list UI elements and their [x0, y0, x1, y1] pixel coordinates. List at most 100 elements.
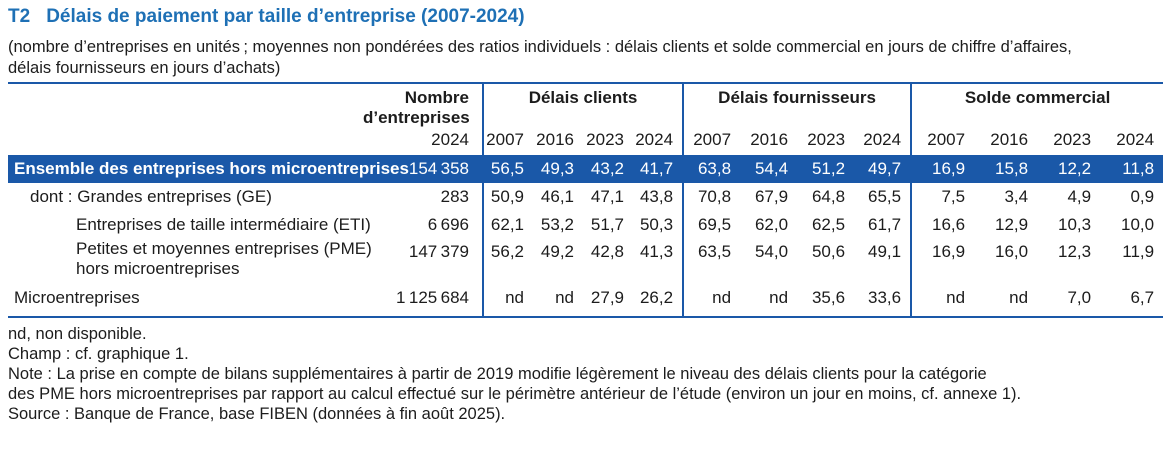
- cell-value: 70,8: [682, 183, 741, 211]
- footnote-champ: Champ : cf. graphique 1.: [8, 345, 189, 364]
- cell-value: 64,8: [811, 186, 846, 206]
- cell-nombre: 283: [440, 186, 469, 206]
- cell-value: nd: [1009, 288, 1029, 308]
- year-header: 2023: [807, 129, 846, 149]
- cell-value: 51,2: [797, 155, 855, 183]
- cell-value: 49,1: [867, 242, 902, 261]
- footnote-nd: nd, non disponible.: [8, 325, 147, 344]
- cell-value: 7,0: [1067, 288, 1092, 308]
- cell-value: 63,5: [682, 239, 741, 280]
- cell-value: 56,2: [482, 239, 533, 280]
- year-header-nombre: 2024: [431, 129, 469, 149]
- year-header: 2024: [863, 129, 902, 149]
- cell-value: 49,3: [533, 155, 583, 183]
- col-group-delais-clients: Délais clients: [481, 83, 684, 129]
- cell-value: 12,2: [1037, 155, 1101, 183]
- cell-value: 46,1: [540, 186, 574, 206]
- table-row-grandes-entreprises: dont : Grandes entreprises (GE) 283 50,9…: [8, 183, 1163, 211]
- cell-nombre: 147 379: [408, 242, 469, 261]
- cell-value: 65,5: [867, 186, 902, 206]
- cell-value: 43,8: [639, 186, 674, 206]
- cell-value: 62,0: [754, 214, 789, 234]
- cell-value: 16,6: [910, 211, 975, 239]
- year-header: 2016: [990, 129, 1029, 149]
- footnotes: nd, non disponible. Champ : cf. graphiqu…: [8, 324, 1163, 424]
- page-title: Délais de paiement par taille d’entrepri…: [46, 6, 525, 27]
- footnote-note-line-2: des PME hors microentreprises par rappor…: [8, 385, 1022, 404]
- cell-nombre: 6 696: [427, 214, 469, 234]
- cell-value: 16,0: [994, 242, 1029, 261]
- subtitle-line-2: délais fournisseurs en jours d’achats): [8, 59, 281, 77]
- empty-header-cell: [8, 129, 363, 155]
- year-header: 2024: [635, 129, 674, 149]
- cell-value: 3,4: [1004, 186, 1029, 206]
- cell-value: 50,9: [482, 183, 533, 211]
- row-label: dont : Grandes entreprises (GE): [30, 186, 272, 206]
- cell-value: 16,9: [910, 155, 975, 183]
- cell-value: 4,9: [1067, 186, 1092, 206]
- year-header-row: 2024 2007 2016 2023 2024 2007 2016 2023 …: [8, 129, 1163, 155]
- cell-value: 49,7: [854, 155, 912, 183]
- cell-value: 0,9: [1130, 186, 1155, 206]
- cell-value: 50,3: [639, 214, 674, 234]
- cell-value: 12,3: [1057, 242, 1092, 261]
- cell-value: 33,6: [867, 288, 902, 308]
- row-label: Ensemble des entreprises hors microentre…: [8, 155, 409, 183]
- cell-value: nd: [769, 288, 789, 308]
- footnote-source: Source : Banque de France, base FIBEN (d…: [8, 405, 506, 424]
- cell-value: nd: [555, 288, 574, 308]
- year-header: 2007: [482, 129, 533, 155]
- year-header: 2023: [586, 129, 624, 149]
- year-header: 2023: [1053, 129, 1092, 149]
- table-row-pme: Petites et moyennes entreprises (PME) ho…: [8, 239, 1163, 280]
- cell-value: 43,2: [583, 155, 633, 183]
- cell-nombre: 1 125 684: [396, 288, 469, 308]
- year-header: 2007: [682, 129, 741, 155]
- cell-value: 6,7: [1130, 288, 1155, 308]
- cell-value: 11,9: [1122, 242, 1155, 261]
- cell-value: 61,7: [867, 214, 902, 234]
- cell-value: 12,9: [994, 214, 1029, 234]
- payment-delays-table: Nombre d’entreprises Délais clients Déla…: [8, 82, 1163, 319]
- row-label: Entreprises de taille intermédiaire (ETI…: [76, 214, 371, 234]
- cell-value: 10,3: [1057, 214, 1092, 234]
- row-label: Microentreprises: [14, 288, 140, 308]
- table-row-microentreprises: Microentreprises 1 125 684 nd nd 27,9 26…: [8, 279, 1163, 318]
- cell-value: 16,9: [910, 239, 975, 280]
- row-label: Petites et moyennes entreprises (PME) ho…: [76, 239, 372, 279]
- cell-value: 56,5: [482, 155, 533, 183]
- table-subtitle: (nombre d’entreprises en unités ; moyenn…: [8, 37, 1163, 79]
- table-tag: T2: [8, 6, 31, 27]
- year-header: 2016: [536, 129, 574, 149]
- cell-value: 49,2: [540, 242, 574, 261]
- year-header: 2024: [1116, 129, 1155, 149]
- col-group-solde-commercial: Solde commercial: [910, 83, 1163, 129]
- cell-value: 47,1: [590, 186, 624, 206]
- table-title: T2 Délais de paiement par taille d’entre…: [8, 6, 1163, 28]
- cell-value: 51,7: [590, 214, 624, 234]
- cell-value: 53,2: [540, 214, 574, 234]
- year-header: 2016: [750, 129, 789, 149]
- cell-value: 54,0: [754, 242, 789, 261]
- footnote-note-line-1: Note : La prise en compte de bilans supp…: [8, 365, 987, 384]
- table-row-eti: Entreprises de taille intermédiaire (ETI…: [8, 211, 1163, 239]
- cell-value: 41,7: [633, 155, 684, 183]
- cell-value: nd: [482, 279, 533, 318]
- cell-value: 63,8: [682, 155, 741, 183]
- cell-value: 27,9: [590, 288, 624, 308]
- cell-value: 67,9: [754, 186, 789, 206]
- col-group-delais-fournisseurs: Délais fournisseurs: [682, 83, 912, 129]
- cell-value: 62,5: [811, 214, 846, 234]
- cell-value: 50,6: [811, 242, 846, 261]
- cell-value: 35,6: [811, 288, 846, 308]
- year-header: 2007: [910, 129, 975, 155]
- cell-value: 26,2: [639, 288, 674, 308]
- cell-value: 54,4: [740, 155, 798, 183]
- table-row-ensemble: Ensemble des entreprises hors microentre…: [8, 155, 1163, 183]
- column-group-header-row: Nombre d’entreprises Délais clients Déla…: [8, 83, 1163, 129]
- cell-value: 69,5: [682, 211, 741, 239]
- cell-value: 41,3: [639, 242, 674, 261]
- cell-value: 10,0: [1121, 214, 1155, 234]
- empty-header-cell: [8, 83, 363, 129]
- cell-value: 11,8: [1100, 155, 1163, 183]
